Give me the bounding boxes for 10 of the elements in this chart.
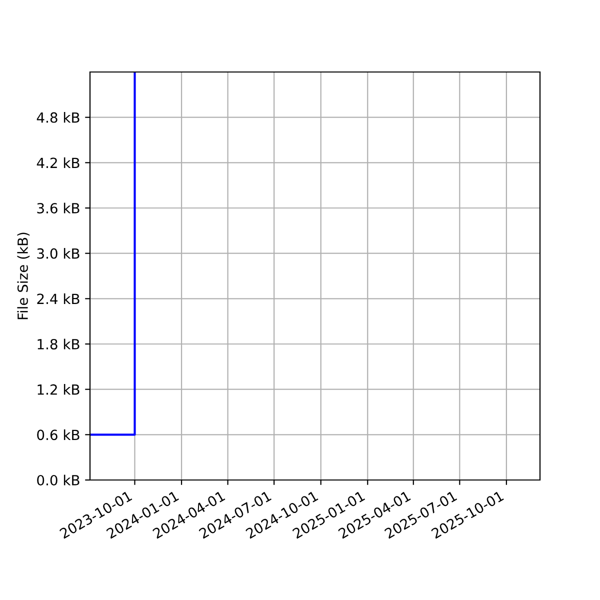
y-tick-label: 4.8 kB — [36, 112, 80, 123]
y-tick-label: 1.8 kB — [38, 338, 80, 350]
y-tick-label: 2.4 kB — [37, 293, 80, 304]
y-tick-label: 0.6 kB — [37, 429, 80, 440]
y-axis-title: File Size (kB) — [17, 232, 30, 320]
y-tick-label: 1.2 kB — [38, 384, 80, 395]
y-tick-label: 0.0 kB — [37, 474, 80, 486]
y-tick-label: 3.6 kB — [37, 202, 80, 214]
y-tick-label: 3.0 kB — [37, 248, 80, 259]
y-tick-label: 4.2 kB — [36, 157, 80, 168]
